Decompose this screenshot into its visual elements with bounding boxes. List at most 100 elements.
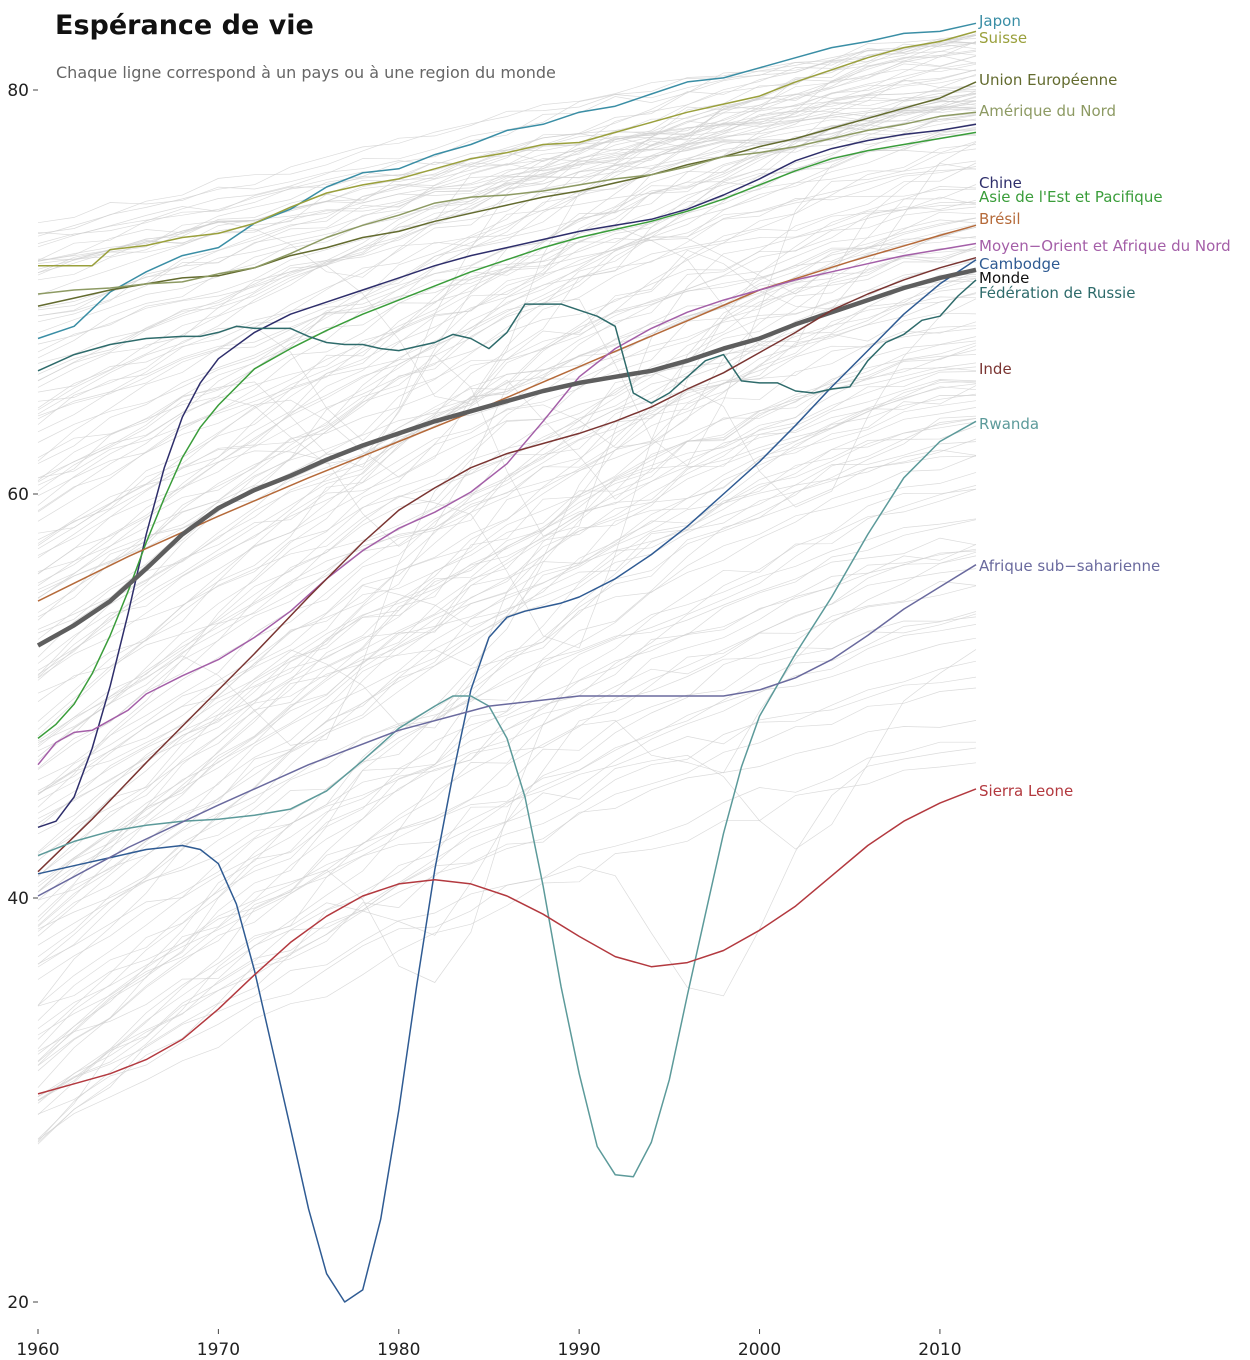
background-country-line bbox=[37, 51, 977, 676]
background-country-line bbox=[37, 38, 977, 237]
background-country-line bbox=[37, 548, 977, 1021]
background-country-line bbox=[37, 611, 977, 1115]
background-country-line bbox=[37, 85, 977, 586]
highlighted-series bbox=[36, 22, 977, 1303]
background-country-line bbox=[37, 298, 977, 630]
y-tick-label: 20 bbox=[7, 1293, 29, 1313]
background-country-line bbox=[37, 345, 977, 937]
background-country-line bbox=[37, 235, 977, 547]
background-country-line bbox=[37, 188, 977, 393]
axes: 20 40 60 80 1960 1970 1980 1990 2000 2010 bbox=[7, 81, 961, 1360]
background-country-line bbox=[37, 73, 977, 317]
background-country-line bbox=[37, 741, 976, 1115]
background-country-line bbox=[37, 407, 977, 1062]
background-country-line bbox=[37, 35, 977, 359]
background-country-line bbox=[37, 118, 977, 618]
background-country-line bbox=[37, 55, 977, 409]
background-country-line bbox=[37, 100, 977, 681]
background-country-line bbox=[37, 544, 977, 1072]
background-country-line bbox=[37, 637, 977, 1029]
series-label: Sierra Leone bbox=[979, 782, 1073, 800]
series-line bbox=[37, 279, 977, 404]
background-country-line bbox=[37, 380, 977, 1088]
background-country-line bbox=[37, 555, 977, 1102]
background-country-line bbox=[37, 108, 977, 311]
background-country-line bbox=[37, 472, 977, 958]
x-tick-label: 2010 bbox=[918, 1340, 961, 1360]
background-country-line bbox=[37, 129, 977, 511]
series-label: Rwanda bbox=[979, 415, 1039, 433]
background-country-line bbox=[37, 425, 977, 1040]
series-label: Cambodge bbox=[979, 255, 1060, 273]
background-country-line bbox=[37, 383, 977, 814]
x-tick-label: 2000 bbox=[738, 1340, 781, 1360]
background-country-line bbox=[37, 224, 977, 556]
background-country-line bbox=[37, 246, 977, 664]
background-country-line bbox=[37, 41, 977, 317]
background-country-line bbox=[37, 49, 977, 486]
background-country-line bbox=[37, 687, 977, 1097]
background-country-line bbox=[37, 35, 977, 415]
background-country-line bbox=[37, 93, 977, 334]
background-country-line bbox=[37, 144, 977, 737]
background-country-line bbox=[37, 280, 977, 792]
background-country-line bbox=[37, 108, 977, 364]
background-country-line bbox=[37, 624, 977, 1143]
background-country-line bbox=[37, 148, 977, 730]
background-country-line bbox=[37, 211, 977, 758]
background-country-line bbox=[37, 660, 977, 1101]
background-country-line bbox=[37, 488, 977, 1142]
background-country-line bbox=[37, 277, 977, 591]
background-country-line bbox=[37, 260, 977, 746]
background-country-line bbox=[37, 393, 977, 892]
series-line bbox=[37, 259, 977, 1303]
background-country-line bbox=[37, 418, 977, 893]
background-country-line bbox=[37, 249, 977, 679]
background-country-line bbox=[37, 418, 977, 926]
background-country-line bbox=[37, 455, 977, 819]
background-country-line bbox=[37, 438, 977, 1006]
y-tick-label: 60 bbox=[7, 485, 29, 505]
background-country-line bbox=[37, 354, 977, 835]
series-line bbox=[37, 123, 977, 829]
background-country-line bbox=[37, 261, 977, 572]
series-line bbox=[37, 420, 977, 1178]
background-country-line bbox=[37, 649, 977, 1104]
background-country-line bbox=[37, 227, 977, 634]
background-country-line bbox=[37, 328, 977, 801]
background-country-line bbox=[37, 585, 977, 965]
series-line bbox=[37, 564, 977, 897]
background-country-line bbox=[37, 321, 977, 742]
series-label: Monde bbox=[979, 269, 1029, 287]
background-country-line bbox=[37, 518, 977, 946]
background-country-line bbox=[37, 168, 977, 559]
series-label: Brésil bbox=[979, 210, 1021, 228]
background-country-line bbox=[37, 286, 977, 927]
background-country-line bbox=[37, 616, 977, 1036]
series-line bbox=[37, 224, 977, 602]
series-line bbox=[37, 22, 977, 340]
background-country-line bbox=[37, 100, 977, 584]
background-country-line bbox=[37, 33, 977, 599]
background-country-line bbox=[37, 342, 977, 877]
background-country-line bbox=[37, 126, 977, 621]
background-country-line bbox=[37, 379, 977, 893]
series-line bbox=[38, 30, 977, 267]
background-country-line bbox=[37, 325, 977, 671]
background-country-line bbox=[37, 296, 977, 781]
series-label: Chine bbox=[979, 174, 1022, 192]
x-tick-label: 1970 bbox=[197, 1340, 240, 1360]
background-country-line bbox=[37, 142, 977, 722]
background-country-line bbox=[37, 274, 977, 748]
background-country-line bbox=[37, 380, 977, 965]
background-country-line bbox=[37, 349, 977, 901]
background-country-line bbox=[37, 203, 977, 537]
background-country-line bbox=[37, 340, 977, 854]
background-country-line bbox=[37, 95, 977, 546]
background-country-line bbox=[37, 99, 977, 278]
background-country-line bbox=[37, 551, 977, 1101]
background-country-line bbox=[37, 113, 977, 613]
background-country-line bbox=[37, 519, 977, 1055]
background-country-line bbox=[37, 89, 977, 248]
